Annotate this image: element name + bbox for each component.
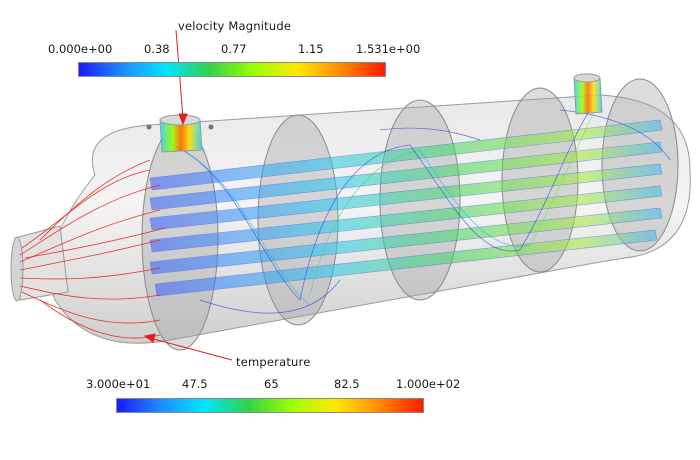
temperature-tick-label: 3.000e+01 xyxy=(86,377,151,391)
velocity-tick-label: 1.531e+00 xyxy=(356,42,421,56)
temperature-tick-label: 82.5 xyxy=(334,377,360,391)
velocity-tick-label: 0.38 xyxy=(144,42,170,56)
temperature-annotation-label: temperature xyxy=(236,355,311,369)
temperature-colorbar-gradient xyxy=(116,398,424,413)
tube-bundle xyxy=(149,119,663,297)
temperature-tick-label: 47.5 xyxy=(182,377,208,391)
velocity-annotation-label: velocity Magnitude xyxy=(178,19,292,33)
hot-inlet-streamlines xyxy=(19,159,166,339)
temperature-tick-label: 65 xyxy=(264,377,279,391)
outlet-nozzle xyxy=(573,73,603,115)
temperature-tick-label: 1.000e+02 xyxy=(396,377,461,391)
velocity-tick-label: 0.77 xyxy=(221,42,247,56)
velocity-tick-label: 0.000e+00 xyxy=(48,42,113,56)
velocity-colorbar-gradient xyxy=(78,62,386,77)
top-nozzle xyxy=(146,114,214,153)
shell-side-streamlines xyxy=(159,109,671,314)
velocity-tick-label: 1.15 xyxy=(298,42,324,56)
